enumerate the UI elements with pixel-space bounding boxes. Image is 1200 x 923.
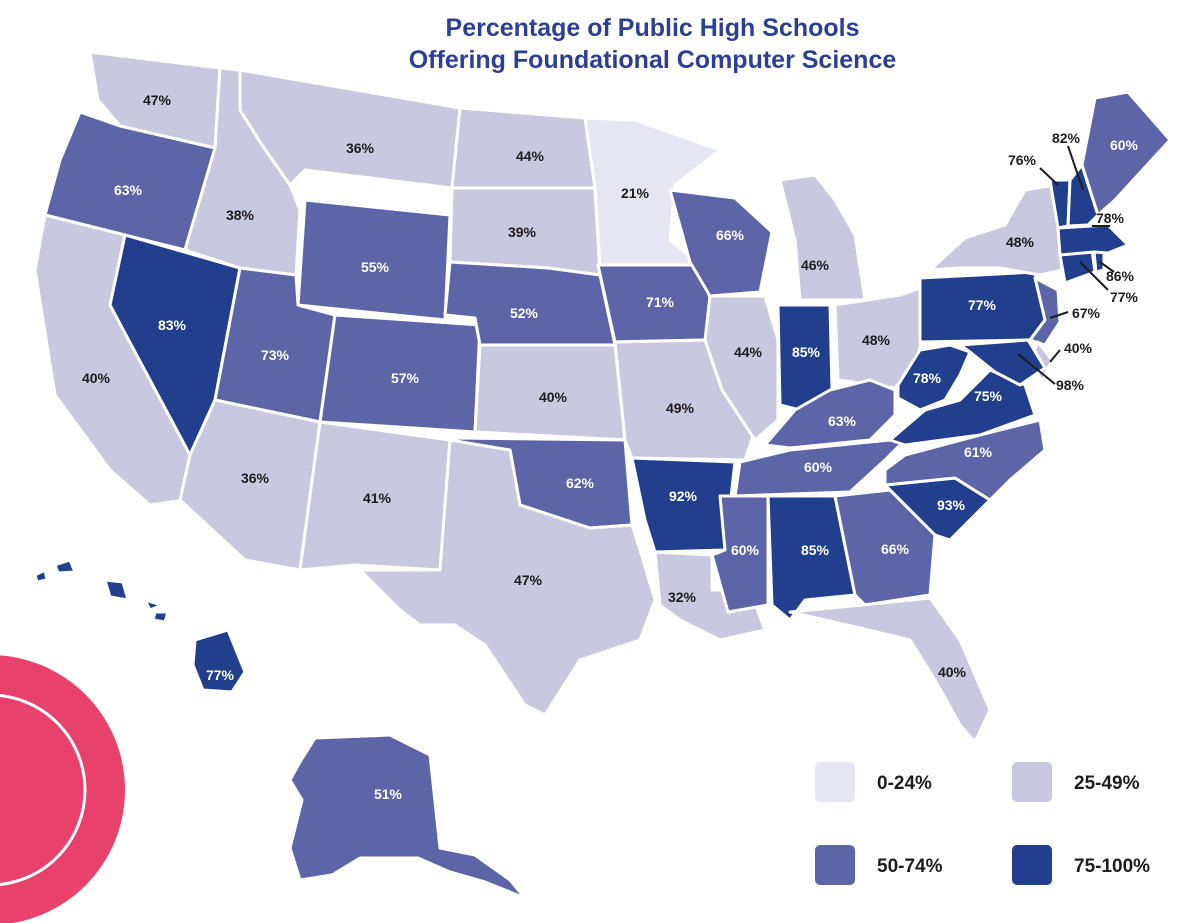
legend-label-1: 0-24% xyxy=(877,773,932,794)
decorative-ring xyxy=(0,694,87,886)
leader-line-de xyxy=(1049,349,1061,363)
state-ma xyxy=(1056,223,1130,257)
state-label-mo: 49% xyxy=(666,400,695,416)
state-label-or: 63% xyxy=(114,182,143,198)
state-label-la: 32% xyxy=(668,589,697,605)
state-nj xyxy=(1028,276,1062,347)
state-label-ar: 92% xyxy=(669,488,698,504)
legend-label-2: 25-49% xyxy=(1074,773,1140,794)
state-label-ca: 40% xyxy=(82,370,111,386)
state-la xyxy=(653,550,767,642)
state-label-nm: 41% xyxy=(363,490,392,506)
state-ny xyxy=(928,183,1064,277)
state-ky xyxy=(763,378,897,450)
state-label-al: 85% xyxy=(801,542,830,558)
leader-line-ct xyxy=(1079,261,1109,291)
state-label-tx: 47% xyxy=(514,572,543,588)
state-label-tn: 60% xyxy=(804,459,833,475)
state-label-mt: 36% xyxy=(346,140,375,156)
leader-line-ri xyxy=(1099,261,1115,273)
legend-swatch-3 xyxy=(815,845,855,885)
state-label-ny: 48% xyxy=(1006,234,1035,250)
title-line-1: Percentage of Public High Schools xyxy=(445,14,860,42)
state-tx xyxy=(358,438,657,717)
state-label-ok: 62% xyxy=(566,475,595,491)
leader-line-md xyxy=(1017,353,1056,385)
state-label-vt: 76% xyxy=(1008,152,1037,168)
state-label-mi: 46% xyxy=(801,257,830,273)
state-label-nh: 82% xyxy=(1052,130,1081,146)
state-label-me: 60% xyxy=(1110,137,1139,153)
state-fl xyxy=(788,596,992,744)
state-nm xyxy=(298,420,452,572)
state-label-md: 98% xyxy=(1056,377,1085,393)
state-nc xyxy=(883,418,1047,502)
state-md xyxy=(958,338,1047,387)
state-ak xyxy=(288,733,527,900)
state-label-de: 40% xyxy=(1064,340,1093,356)
state-va xyxy=(888,368,1037,447)
state-label-mn: 21% xyxy=(621,185,650,201)
state-label-az: 36% xyxy=(241,470,270,486)
map-title: Percentage of Public High Schools Offeri… xyxy=(0,12,1200,76)
state-label-sd: 39% xyxy=(508,224,537,240)
state-label-va: 75% xyxy=(974,388,1003,404)
state-label-ia: 71% xyxy=(646,294,675,310)
state-label-ak: 51% xyxy=(374,786,403,802)
state-me xyxy=(1080,90,1172,217)
title-line-2: Offering Foundational Computer Science xyxy=(408,46,897,74)
state-label-wv: 78% xyxy=(913,370,942,386)
state-label-fl: 40% xyxy=(938,664,967,680)
state-label-sc: 93% xyxy=(937,497,966,513)
state-label-ut: 73% xyxy=(261,347,290,363)
legend-swatch-2 xyxy=(1012,762,1052,802)
state-wv xyxy=(896,343,972,412)
state-label-nv: 83% xyxy=(158,317,187,333)
state-label-oh: 48% xyxy=(862,332,891,348)
state-wy xyxy=(296,198,452,322)
leader-line-nh xyxy=(1067,145,1084,191)
state-label-nc: 61% xyxy=(964,444,993,460)
legend-swatch-1 xyxy=(815,762,855,802)
state-label-nj: 67% xyxy=(1072,305,1101,321)
state-mi xyxy=(778,173,867,302)
state-label-id: 38% xyxy=(226,207,255,223)
legend-label-4: 75-100% xyxy=(1074,856,1150,877)
state-label-ri: 86% xyxy=(1106,268,1135,284)
state-label-wa: 47% xyxy=(143,92,172,108)
state-label-wy: 55% xyxy=(361,259,390,275)
legend-swatch-4 xyxy=(1012,845,1052,885)
state-ri xyxy=(1092,250,1106,274)
leader-line-nj xyxy=(1049,311,1069,319)
state-nh xyxy=(1066,163,1100,228)
state-label-ky: 63% xyxy=(828,413,857,429)
state-label-ma: 78% xyxy=(1096,210,1125,226)
state-mn xyxy=(583,116,722,267)
state-il xyxy=(703,294,780,442)
state-label-ga: 66% xyxy=(881,541,910,557)
state-label-wi: 66% xyxy=(716,227,745,243)
state-label-ks: 40% xyxy=(539,389,568,405)
state-label-ms: 60% xyxy=(731,542,760,558)
state-label-ne: 52% xyxy=(510,305,539,321)
state-ar xyxy=(630,456,737,554)
state-label-co: 57% xyxy=(391,370,420,386)
state-hi xyxy=(33,558,247,694)
leader-line-vt xyxy=(1039,167,1059,186)
decorative-circle xyxy=(0,655,125,923)
legend-label-3: 50-74% xyxy=(877,856,943,877)
state-label-nd: 44% xyxy=(516,148,545,164)
state-label-pa: 77% xyxy=(968,297,997,313)
state-wi xyxy=(668,188,774,298)
state-label-hi: 77% xyxy=(206,667,235,683)
state-label-ct: 77% xyxy=(1110,289,1139,305)
state-label-in: 85% xyxy=(792,344,821,360)
state-label-il: 44% xyxy=(734,344,763,360)
